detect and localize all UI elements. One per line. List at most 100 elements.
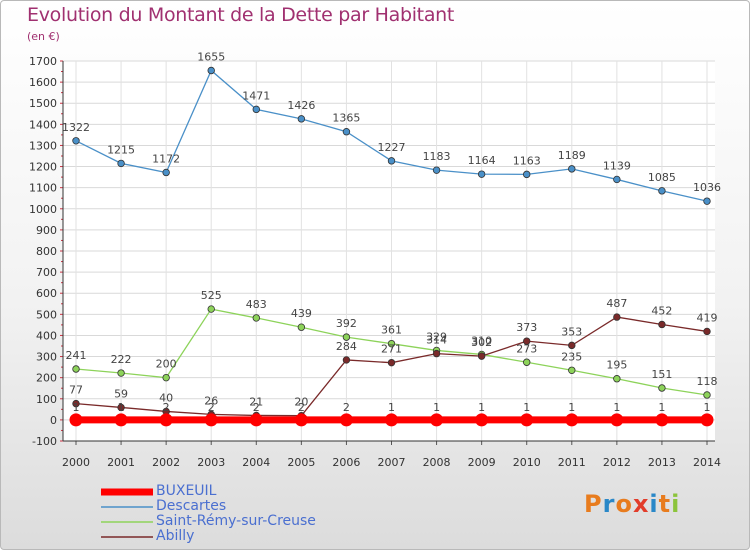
y-tick-label: 800	[36, 245, 57, 258]
data-label-baseline: 1	[613, 401, 620, 414]
data-label-abilly: 419	[697, 311, 718, 324]
data-label-abilly: 452	[651, 304, 672, 317]
data-label-saint-r-my-sur-creuse: 392	[336, 317, 357, 330]
x-tick-label: 2004	[242, 456, 270, 469]
legend-label-buxeuil: BUXEUIL	[156, 483, 217, 499]
data-label-saint-r-my-sur-creuse: 200	[156, 358, 177, 371]
x-tick-label: 2007	[378, 456, 406, 469]
data-label-abilly: 77	[69, 384, 83, 397]
data-point-descartes	[117, 159, 125, 168]
x-tick-label: 2011	[558, 456, 586, 469]
data-point-abilly	[523, 337, 531, 345]
y-tick-label: 0	[50, 414, 57, 427]
data-point-buxeuil	[430, 413, 444, 427]
data-label-abilly: 40	[159, 391, 173, 404]
data-point-saint-r-my-sur-creuse	[387, 339, 396, 348]
data-point-abilly	[658, 320, 666, 329]
data-point-buxeuil	[565, 413, 579, 427]
data-label-baseline: 2	[253, 401, 260, 414]
data-point-descartes	[658, 187, 666, 195]
legend-swatch-abilly	[101, 536, 153, 538]
data-label-baseline: 2	[298, 401, 305, 414]
data-label-descartes: 1189	[558, 149, 586, 162]
y-tick-label: -100	[32, 435, 57, 448]
data-label-saint-r-my-sur-creuse: 235	[561, 350, 582, 363]
data-label-descartes: 1365	[332, 112, 360, 125]
data-label-descartes: 1164	[468, 154, 496, 167]
data-label-saint-r-my-sur-creuse: 329	[426, 330, 447, 343]
data-label-saint-r-my-sur-creuse: 195	[606, 359, 627, 372]
data-label-baseline: 1	[73, 401, 80, 414]
data-point-descartes	[72, 137, 80, 145]
data-point-abilly	[703, 327, 711, 336]
chart-unit-label: (en €)	[27, 30, 60, 43]
data-label-abilly: 353	[561, 325, 582, 338]
y-tick-label: 100	[36, 393, 57, 406]
y-tick-label: 1600	[29, 76, 57, 89]
data-label-baseline: 2	[343, 401, 350, 414]
data-label-saint-r-my-sur-creuse: 151	[651, 368, 672, 381]
data-point-saint-r-my-sur-creuse	[613, 375, 621, 383]
data-point-abilly	[387, 358, 396, 367]
data-point-buxeuil	[294, 413, 308, 427]
data-label-descartes: 1215	[107, 143, 135, 156]
x-tick-label: 2013	[648, 456, 676, 469]
data-label-descartes: 1172	[152, 152, 180, 165]
data-label-descartes: 1655	[197, 51, 225, 64]
data-label-abilly: 21	[249, 395, 263, 408]
data-label-abilly: 302	[471, 336, 492, 349]
data-point-descartes	[613, 175, 621, 184]
data-point-saint-r-my-sur-creuse	[658, 384, 666, 392]
x-tick-label: 2006	[332, 456, 360, 469]
data-label-descartes: 1471	[242, 89, 270, 102]
legend-swatch-saint-remy	[101, 521, 153, 523]
data-label-saint-r-my-sur-creuse: 525	[201, 289, 222, 302]
data-label-abilly: 487	[606, 297, 627, 310]
data-label-baseline: 1	[118, 401, 125, 414]
y-tick-label: 1000	[29, 203, 57, 216]
y-tick-label: 200	[36, 372, 57, 385]
data-point-descartes	[297, 115, 306, 123]
data-point-buxeuil	[339, 413, 353, 427]
data-point-descartes	[207, 66, 215, 75]
data-label-descartes: 1426	[287, 99, 315, 112]
data-label-descartes: 1085	[648, 171, 676, 184]
data-label-saint-r-my-sur-creuse: 273	[516, 342, 537, 355]
data-label-baseline: 1	[658, 401, 665, 414]
data-point-saint-r-my-sur-creuse	[207, 305, 215, 313]
x-tick-label: 2001	[107, 456, 135, 469]
data-point-saint-r-my-sur-creuse	[342, 333, 351, 341]
y-tick-label: 500	[36, 308, 57, 321]
data-point-buxeuil	[69, 413, 83, 427]
data-point-buxeuil	[249, 413, 263, 427]
data-point-saint-r-my-sur-creuse	[297, 323, 306, 331]
data-label-baseline: 2	[163, 401, 170, 414]
data-point-saint-r-my-sur-creuse	[72, 365, 80, 373]
data-label-descartes: 1227	[378, 141, 406, 154]
data-label-saint-r-my-sur-creuse: 310	[471, 334, 492, 347]
data-label-saint-r-my-sur-creuse: 483	[246, 298, 267, 311]
x-tick-label: 2002	[152, 456, 180, 469]
data-point-descartes	[342, 128, 351, 136]
data-label-descartes: 1322	[62, 121, 90, 134]
legend-label-saint-remy: Saint-Rémy-sur-Creuse	[156, 513, 316, 529]
data-point-abilly	[613, 313, 621, 321]
data-point-descartes	[523, 170, 531, 179]
data-label-descartes: 1036	[693, 181, 721, 194]
data-point-descartes	[162, 168, 170, 177]
logo-letter: P	[584, 490, 603, 518]
data-point-buxeuil	[114, 413, 128, 427]
legend-swatch-descartes	[101, 506, 153, 508]
data-point-abilly	[342, 356, 351, 364]
data-point-descartes	[703, 197, 711, 205]
proxiti-logo: Proxiti	[584, 490, 680, 518]
data-point-buxeuil	[385, 413, 398, 427]
y-tick-label: 900	[36, 224, 57, 237]
x-tick-label: 2009	[468, 456, 496, 469]
data-label-abilly: 314	[426, 334, 447, 347]
y-tick-label: 600	[36, 287, 57, 300]
data-point-abilly	[477, 352, 486, 360]
logo-letter: i	[671, 490, 681, 518]
